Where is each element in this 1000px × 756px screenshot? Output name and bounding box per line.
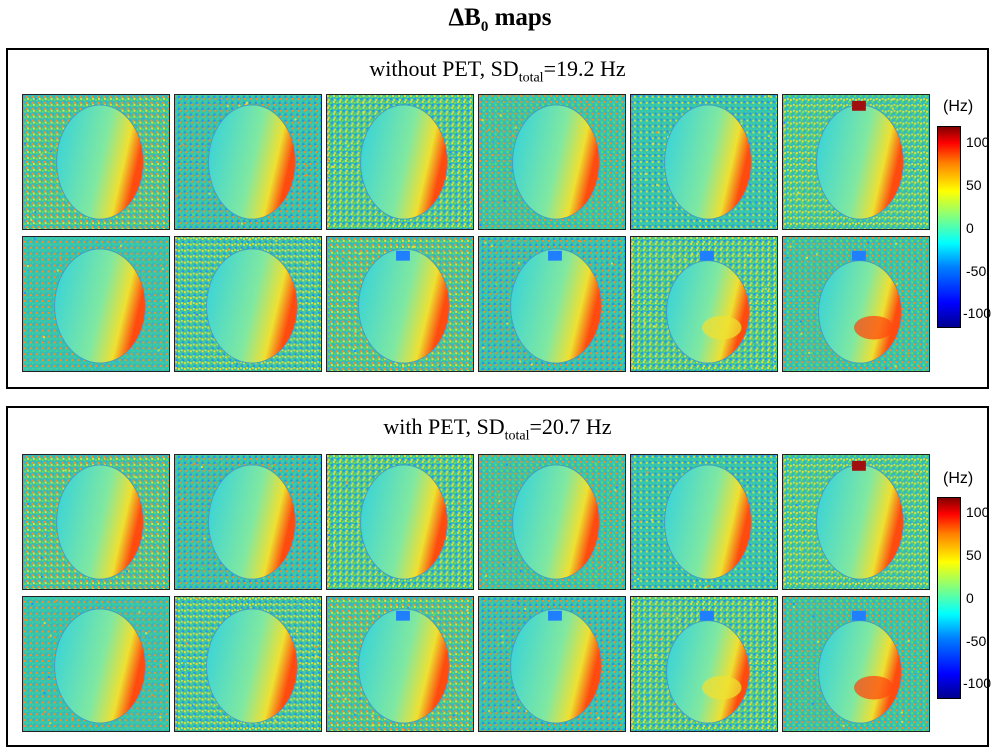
- colorbar-tick: -100: [963, 305, 992, 321]
- field-map-slice: [174, 94, 322, 230]
- panel-title-without-pet: without PET, SDtotal=19.2 Hz: [369, 56, 626, 86]
- field-map-slice: [782, 94, 930, 230]
- panel-title-with-pet: with PET, SDtotal=20.7 Hz: [383, 414, 612, 444]
- panel-with-pet: with PET, SDtotal=20.7 Hz (Hz) 100 50 0 …: [6, 406, 992, 747]
- field-map-slice: [174, 596, 322, 732]
- colorbar-tick: 50: [966, 547, 982, 563]
- colorbar-tick: -50: [966, 633, 987, 649]
- colorbar-tick: -100: [963, 675, 992, 691]
- colorbar-tick: 0: [966, 220, 974, 236]
- panel-without-pet: without PET, SDtotal=19.2 Hz (Hz) 100 50…: [6, 48, 992, 389]
- field-map-slice: [782, 236, 930, 372]
- field-map-slice: [478, 94, 626, 230]
- field-map-slice: [326, 596, 474, 732]
- figure-title: ΔB0 maps: [448, 4, 552, 35]
- colorbar: [937, 126, 961, 328]
- field-map-slice: [630, 94, 778, 230]
- colorbar-tick: 100: [966, 504, 990, 520]
- field-map-slice: [22, 596, 170, 732]
- colorbar: [937, 497, 961, 699]
- field-map-slice: [174, 236, 322, 372]
- field-map-slice: [22, 94, 170, 230]
- field-map-slice: [782, 454, 930, 590]
- field-map-slice: [326, 94, 474, 230]
- field-map-slice: [630, 454, 778, 590]
- field-map-slice: [22, 454, 170, 590]
- colorbar-unit: (Hz): [943, 470, 974, 487]
- colorbar-tick: -50: [966, 263, 987, 279]
- field-map-slice: [174, 454, 322, 590]
- colorbar-tick: 100: [966, 134, 990, 150]
- field-map-slice: [782, 596, 930, 732]
- field-map-slice: [478, 236, 626, 372]
- colorbar-unit: (Hz): [943, 98, 974, 115]
- colorbar-tick: 0: [966, 590, 974, 606]
- field-map-slice: [326, 236, 474, 372]
- field-map-slice: [630, 596, 778, 732]
- field-map-slice: [22, 236, 170, 372]
- field-map-slice: [478, 454, 626, 590]
- colorbar-tick: 50: [966, 177, 982, 193]
- field-map-slice: [326, 454, 474, 590]
- field-map-slice: [630, 236, 778, 372]
- field-map-slice: [478, 596, 626, 732]
